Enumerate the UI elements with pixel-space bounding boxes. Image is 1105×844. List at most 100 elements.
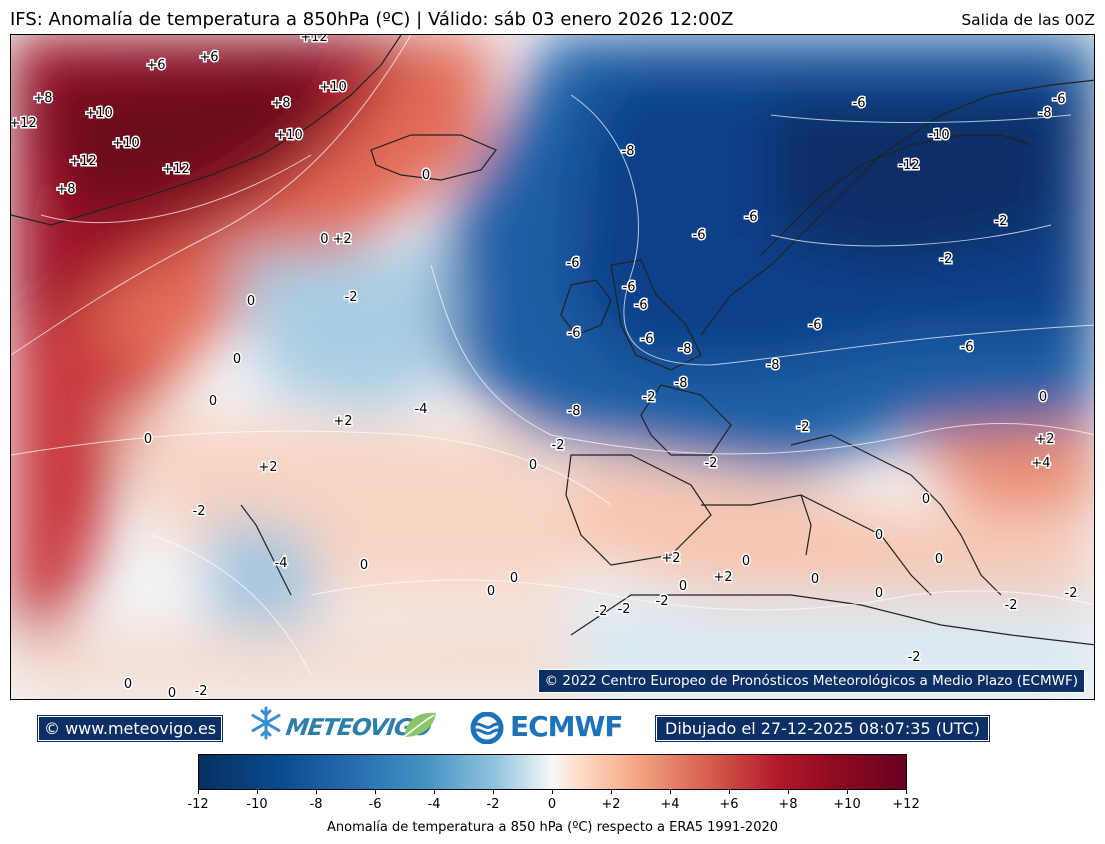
coastlines [11,35,1094,646]
contour-label: +10 [112,136,139,151]
leaf-icon [403,712,436,738]
colorbar-tick-label: -4 [427,797,441,812]
contour-label: +12 [300,35,327,45]
copyright-notice: © 2022 Centro Europeo de Pronósticos Met… [537,669,1085,693]
colorbar-tick [552,790,553,794]
colorbar-tick-label: +6 [719,797,739,812]
contour-label: -6 [641,332,654,347]
colorbar-tick [788,790,789,794]
contour-label: -2 [995,214,1008,229]
snowflake-icon [251,706,281,740]
colorbar-tick [670,790,671,794]
anomaly-map: +12 +6 +6 +10 +8 +12 +10 +8 +10 +10 +12 … [10,34,1095,700]
colorbar-tick [847,790,848,794]
contour-label: -6 [853,96,866,111]
contour-label: -2 [595,604,608,619]
contour-label: -6 [568,326,581,341]
map-title: IFS: Anomalía de temperatura a 850hPa (º… [10,9,734,30]
contour-label: 0 [510,571,518,586]
contour-label: -6 [567,256,580,271]
contour-label: -12 [898,158,919,173]
contour-label: -2 [618,602,631,617]
contour-label: -8 [622,144,635,159]
contour-label: +10 [319,80,346,95]
contour-label: 0 [935,552,943,567]
contour-label: 0 [422,168,430,183]
colorbar-tick-label: 0 [547,797,557,812]
contour-label: -2 [656,594,669,609]
contour-label: -8 [767,358,780,373]
contour-label: 0 +2 [320,232,352,247]
contour-label: -2 [908,650,921,665]
contour-label: -8 [675,376,688,391]
colorbar-tick-label: +2 [601,797,621,812]
contour-label: -6 [635,298,648,313]
model-run-label: Salida de las 00Z [961,11,1095,29]
ecmwf-symbol-icon [470,711,504,745]
ecmwf-wordmark: ECMWF [510,710,624,743]
contour-label: +12 [69,154,96,169]
contour-label: -2 [193,504,206,519]
contour-label: +2 [258,460,277,475]
colorbar-tick-label: -6 [368,797,382,812]
colorbar-tick [434,790,435,794]
contour-label: +8 [56,182,75,197]
contour-label: -2 [797,420,810,435]
map-canvas: +12 +6 +6 +10 +8 +12 +10 +8 +10 +10 +12 … [11,35,1094,699]
contour-label: -10 [928,128,949,143]
colorbar-tick [375,790,376,794]
contour-label: -8 [1039,106,1052,121]
colorbar-label: Anomalía de temperatura a 850 hPa (ºC) r… [326,820,779,835]
colorbar-tick-label: +8 [778,797,798,812]
contour-label: -8 [568,404,581,419]
contour-labels: +12 +6 +6 +10 +8 +12 +10 +8 +10 +10 +12 … [11,35,1079,699]
colorbar-tick [198,790,199,794]
contour-label: -6 [1053,92,1066,107]
contour-label: -2 [643,390,656,405]
contour-label: +10 [85,106,112,121]
contour-label: +12 [11,116,37,131]
contour-label: 0 [209,394,217,409]
colorbar-ticks: -12 -10 -8 -6 -4 -2 0 +2 +4 +6 +8 +10 +12 [187,790,920,820]
contour-label: +2 [333,414,352,429]
website-link[interactable]: © www.meteovigo.es [36,715,224,742]
contour-label: 0 [529,458,537,473]
contour-label: -2 [552,438,565,453]
drawn-timestamp: Dibujado el 27-12-2025 08:07:35 (UTC) [655,715,990,742]
contour-label: 0 [487,584,495,599]
colorbar-tick-label: -10 [246,797,268,812]
contour-label: -2 [1065,586,1078,601]
colorbar-tick-label: +10 [833,797,861,812]
contour-label: +6 [146,58,165,73]
contour-label: -2 [940,252,953,267]
contour-label: +8 [33,91,52,106]
colorbar-tick [316,790,317,794]
contour-label: +2 [661,551,680,566]
colorbar-tick-label: -8 [309,797,323,812]
contour-label: -6 [693,228,706,243]
contour-label: 0 [233,352,241,367]
contour-label: -2 [705,456,718,471]
contour-label: -2 [345,290,358,305]
contour-label: 0 [875,586,883,601]
contour-label: +8 [271,96,290,111]
contour-label: +6 [199,50,218,65]
contour-label: +12 [162,162,189,177]
contour-label: +2 [1035,432,1054,447]
colorbar-tick [257,790,258,794]
contour-label: 0 [875,528,883,543]
contour-label: 0 [679,579,687,594]
contour-label: 0 [742,554,750,569]
colorbar-tick-label: +12 [892,797,920,812]
meteovigo-logo: METEOVIGO [248,705,436,745]
contour-label: -6 [809,318,822,333]
contour-label: 0 [811,572,819,587]
colorbar-tick-label: -2 [486,797,500,812]
ecmwf-logo: ECMWF [468,710,624,748]
contour-label: 0 [922,492,930,507]
contour-label: -6 [961,340,974,355]
colorbar-tick-label: -12 [187,797,209,812]
contour-label: -6 [623,280,636,295]
contour-label: -4 [275,556,288,571]
contour-label: -2 [1005,598,1018,613]
